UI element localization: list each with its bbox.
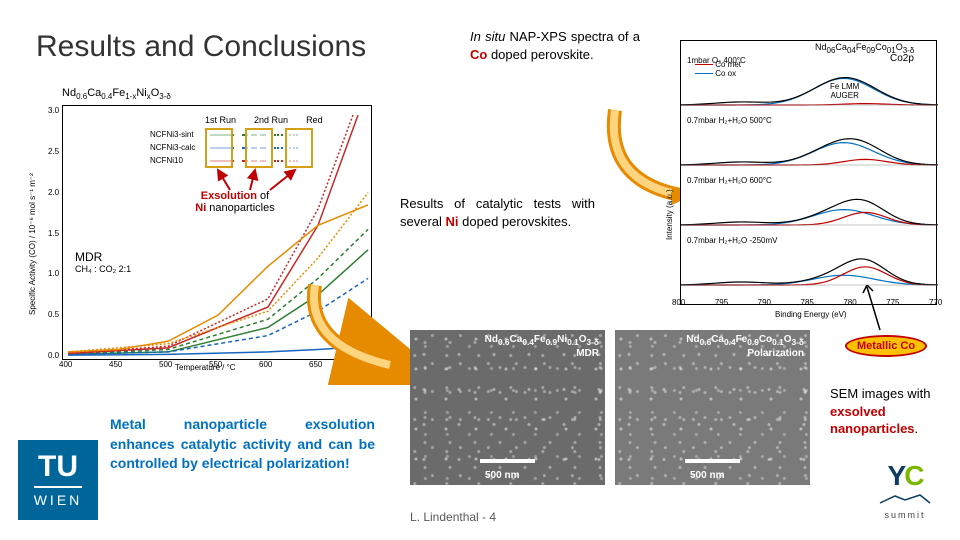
xps-auger: Fe LMM AUGER bbox=[830, 82, 859, 100]
sem1-cond: MDR bbox=[576, 348, 599, 359]
svg-text:0.7mbar H₂+H₂O 600°C: 0.7mbar H₂+H₂O 600°C bbox=[687, 176, 772, 185]
sem1-scalebar bbox=[480, 459, 535, 463]
sem1-compound: Nd0.6Ca0.4Fe0.9Ni0.1O3-δ bbox=[485, 334, 599, 347]
exsolution-arrows bbox=[200, 165, 310, 195]
tu-wien-logo: TU WIEN bbox=[18, 440, 98, 520]
annotation-sem: SEM images with exsolved nanoparticles. bbox=[830, 385, 945, 438]
xps-ylabel: Intensity (a.u.) bbox=[665, 189, 674, 240]
sem2-scale: 500 nm bbox=[690, 470, 724, 481]
sem2-scalebar bbox=[685, 459, 740, 463]
xps-chart: 1mbar O₂ 400°C0.7mbar H₂+H₂O 500°C0.7mba… bbox=[680, 40, 937, 305]
arrow-chart-to-sem bbox=[295, 275, 425, 385]
xps-xlabel: Binding Energy (eV) bbox=[775, 310, 847, 319]
yc-summit-logo: YC summit bbox=[870, 460, 940, 520]
sem2-cond: Polarization bbox=[747, 348, 804, 359]
footer: L. Lindenthal - 4 bbox=[410, 510, 496, 524]
metallic-co-badge: Metallic Co bbox=[845, 335, 927, 357]
annotation-catalytic: Results of catalytic tests with several … bbox=[400, 195, 595, 230]
conclusion-text: Metal nanoparticle exsolution enhances c… bbox=[110, 415, 375, 474]
sem1-scale: 500 nm bbox=[485, 470, 519, 481]
chart-compound: Nd0.6Ca0.4Fe1-xNixO3-δ bbox=[62, 87, 171, 101]
svg-text:0.7mbar H₂+H₂O -250mV: 0.7mbar H₂+H₂O -250mV bbox=[687, 236, 778, 245]
legend-highlight-3 bbox=[285, 128, 313, 168]
xps-insitu: In situ bbox=[470, 29, 505, 44]
slide-title: Results and Conclusions bbox=[36, 30, 366, 64]
annotation-xps: In situ NAP-XPS spectra of a Co doped pe… bbox=[470, 28, 640, 63]
legend-highlight-1 bbox=[205, 128, 233, 168]
chart-ylabel: Specific Activity (CO) / 10⁻⁶ mol s⁻¹ m⁻… bbox=[28, 95, 37, 315]
xps-legend: Co met Co ox bbox=[695, 60, 741, 78]
xps-co2p: Co2p bbox=[890, 53, 914, 64]
sem2-compound: Nd0.6Ca0.4Fe0.9Co0.1O3-δ bbox=[686, 334, 804, 347]
arrow-to-badge bbox=[855, 285, 895, 340]
svg-text:0.7mbar H₂+H₂O 500°C: 0.7mbar H₂+H₂O 500°C bbox=[687, 116, 772, 125]
sem-image-ni: Nd0.6Ca0.4Fe0.9Ni0.1O3-δ MDR 500 nm bbox=[410, 330, 605, 485]
legend-highlight-2 bbox=[245, 128, 273, 168]
xps-chart-svg: 1mbar O₂ 400°C0.7mbar H₂+H₂O 500°C0.7mba… bbox=[681, 41, 938, 306]
chart-xlabel: Temperature / °C bbox=[175, 363, 236, 372]
mdr-label: MDR CH₄ : CO₂ 2:1 bbox=[75, 250, 131, 274]
sem-image-co: Nd0.6Ca0.4Fe0.9Co0.1O3-δ Polarization 50… bbox=[615, 330, 810, 485]
